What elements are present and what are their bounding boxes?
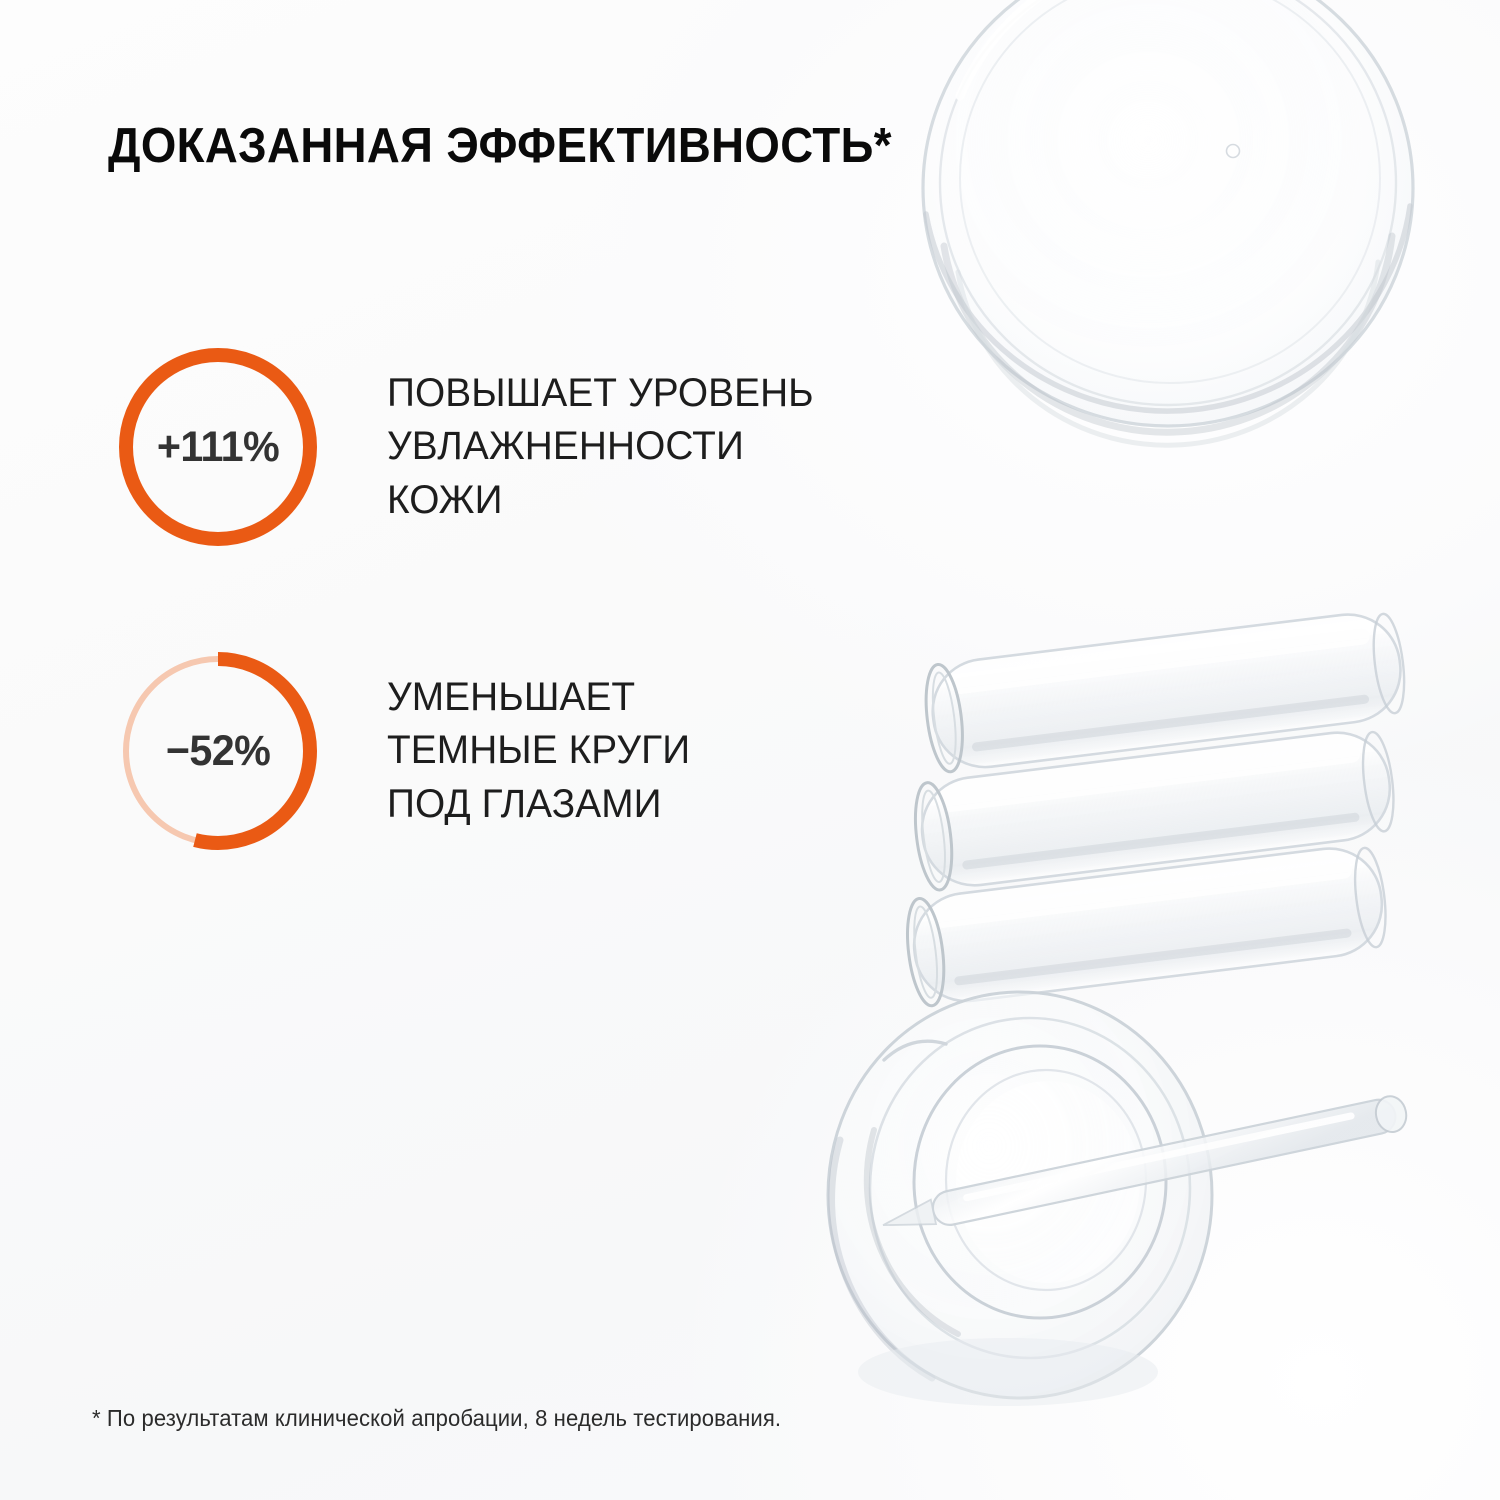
progress-ring-hydration: +111% (112, 341, 324, 553)
test-tubes-shape (906, 612, 1406, 1008)
stat-row-hydration: +111% ПОВЫШАЕТ УРОВЕНЬ УВЛАЖНЕННОСТИ КОЖ… (112, 341, 827, 553)
stat-description-hydration: ПОВЫШАЕТ УРОВЕНЬ УВЛАЖНЕННОСТИ КОЖИ (387, 370, 814, 522)
petri-dish-shape (921, 0, 1415, 448)
stat-value-hydration: +111% (156, 422, 280, 471)
page-title: ДОКАЗАННАЯ ЭФФЕКТИВНОСТЬ* (108, 118, 892, 173)
beaker-shape (826, 990, 1214, 1406)
progress-ring-dark-circles: −52% (112, 645, 324, 857)
stat-description-dark-circles: УМЕНЬШАЕТ ТЕМНЫЕ КРУГИ ПОД ГЛАЗАМИ (387, 674, 691, 826)
footnote-disclaimer: * По результатам клинической апробации, … (92, 1405, 782, 1431)
stat-value-dark-circles: −52% (165, 726, 271, 775)
ring-track-full (119, 348, 317, 546)
stat-row-dark-circles: −52% УМЕНЬШАЕТ ТЕМНЫЕ КРУГИ ПОД ГЛАЗАМИ (112, 645, 700, 857)
ring-progress-arc (119, 652, 317, 850)
glass-stir-rod-shape (882, 1095, 1408, 1227)
